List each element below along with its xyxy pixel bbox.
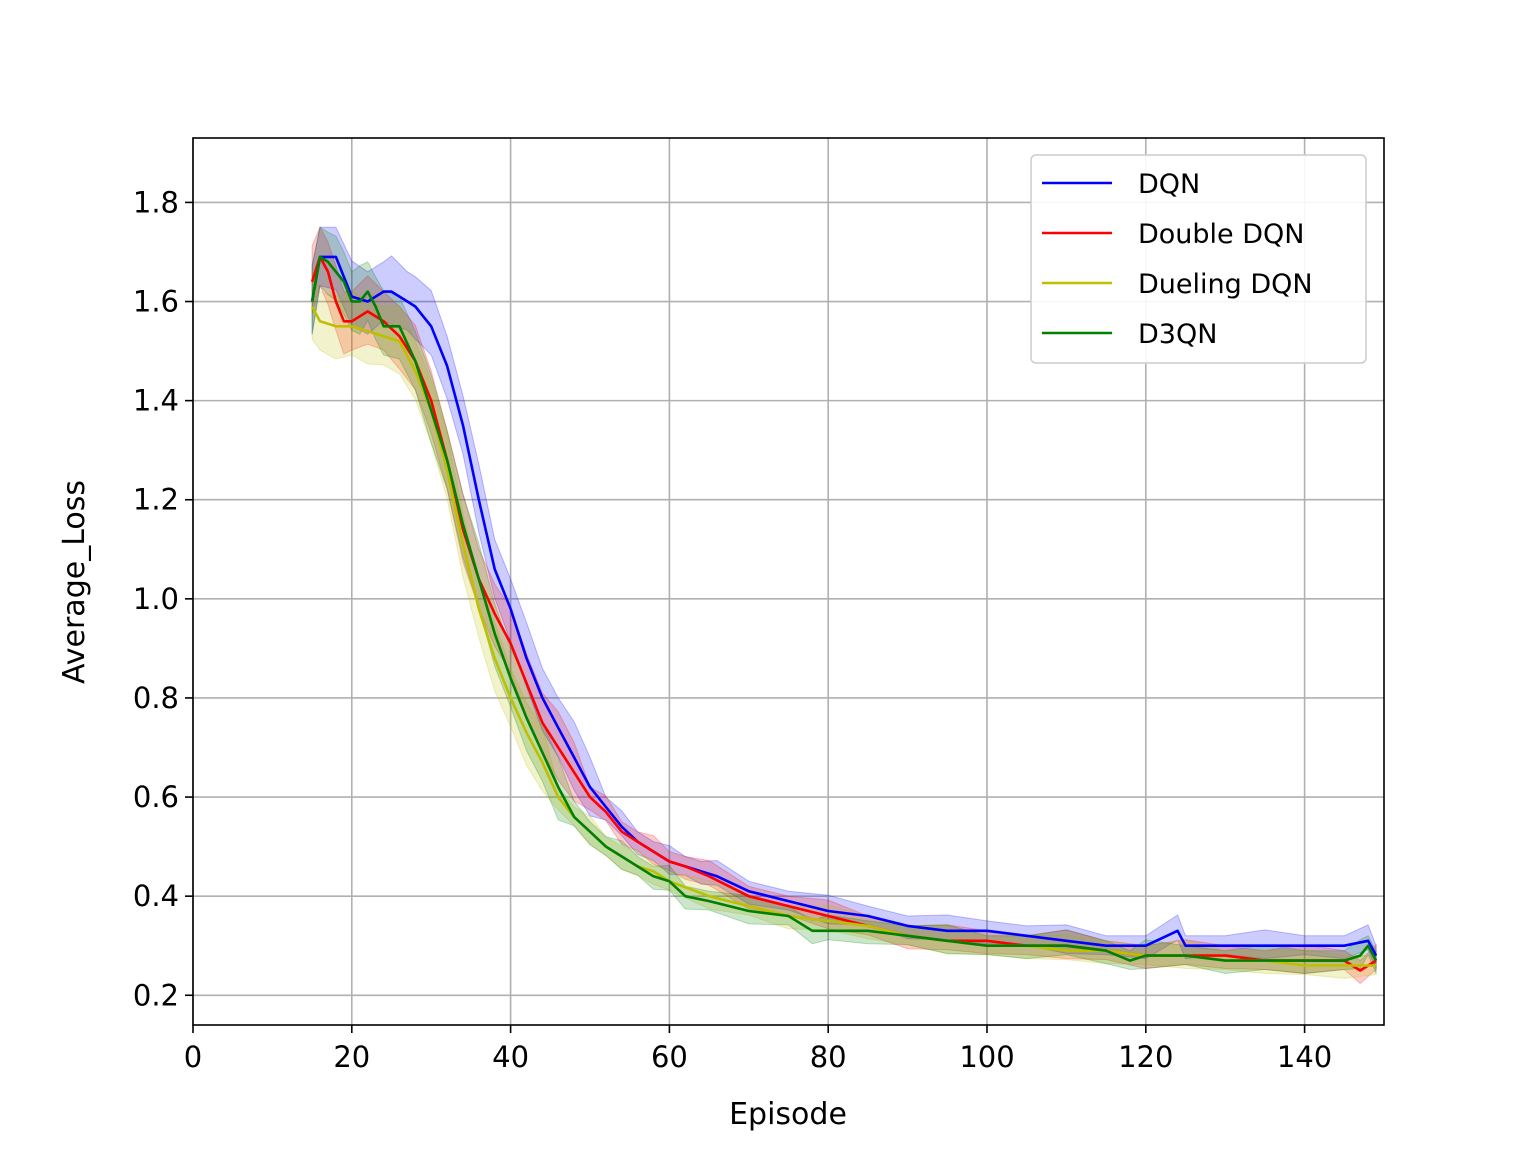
x-tick-label: 120 — [1118, 1040, 1173, 1074]
legend: DQN Double DQN Dueling DQN D3QN — [1030, 154, 1367, 364]
y-tick-label: 1.0 — [133, 582, 179, 616]
x-axis-ticks: 0 20 40 60 80 100 120 140 — [184, 1025, 1332, 1074]
x-tick-label: 100 — [959, 1040, 1014, 1074]
band-d3qn — [311, 226, 1377, 975]
legend-label-double-dqn: Double DQN — [1138, 219, 1305, 250]
x-tick-label: 80 — [810, 1040, 847, 1074]
legend-label-d3qn: D3QN — [1138, 319, 1217, 350]
x-tick-label: 60 — [651, 1040, 688, 1074]
x-tick-label: 20 — [333, 1040, 370, 1074]
legend-box — [1030, 154, 1367, 364]
x-axis-label: Episode — [729, 1097, 847, 1132]
x-tick-label: 140 — [1277, 1040, 1332, 1074]
band-dueling-dqn — [311, 270, 1377, 979]
plot-frame — [192, 137, 1385, 1026]
y-tick-label: 1.4 — [133, 384, 179, 418]
x-tick-label: 40 — [492, 1040, 529, 1074]
y-tick-label: 0.2 — [133, 978, 179, 1012]
y-tick-label: 0.6 — [133, 780, 179, 814]
y-tick-label: 1.2 — [133, 483, 179, 517]
y-tick-label: 0.8 — [133, 681, 179, 715]
series-line-d3qn — [310, 255, 1378, 962]
y-tick-label: 1.6 — [133, 285, 179, 319]
y-tick-label: 0.4 — [133, 879, 179, 913]
series-lines — [310, 255, 1378, 972]
y-axis-label: Average_Loss — [57, 480, 92, 684]
legend-label-dueling-dqn: Dueling DQN — [1138, 269, 1313, 300]
x-tick-label: 0 — [184, 1040, 202, 1074]
y-tick-label: 1.8 — [133, 185, 179, 219]
y-axis-ticks: 0.2 0.4 0.6 0.8 1.0 1.2 1.4 1.6 1.8 — [133, 185, 193, 1012]
legend-label-dqn: DQN — [1138, 169, 1200, 200]
